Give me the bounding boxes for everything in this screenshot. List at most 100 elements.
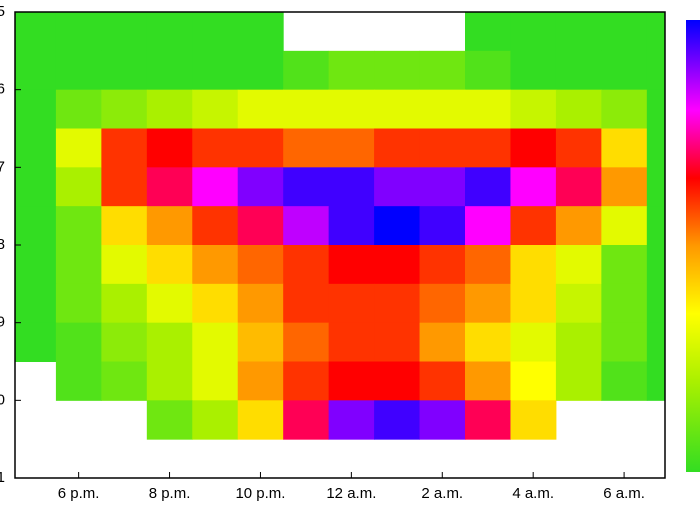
heat-cell — [237, 12, 284, 52]
heat-cell — [192, 89, 239, 129]
heat-cell — [237, 361, 284, 401]
heatmap — [15, 12, 665, 440]
heat-cell — [465, 206, 511, 246]
heat-cell — [465, 245, 511, 285]
heat-cell — [646, 167, 665, 207]
heat-cell — [328, 322, 375, 362]
heat-cell — [465, 322, 511, 362]
heat-cell — [601, 167, 648, 207]
heat-cell — [15, 245, 57, 285]
heat-cell — [510, 206, 557, 246]
heat-cell — [146, 206, 193, 246]
heat-cell — [555, 12, 602, 52]
heat-cell — [419, 283, 466, 324]
heat-cell — [374, 167, 421, 207]
heat-cell — [101, 283, 148, 324]
heat-cell — [192, 12, 239, 52]
heat-cell — [146, 89, 193, 129]
heat-cell — [419, 206, 466, 246]
y-tick-label: 8 — [0, 236, 5, 253]
heat-cell — [555, 361, 602, 401]
heat-cell — [601, 206, 648, 246]
heat-cell — [646, 128, 665, 168]
heat-cell — [601, 322, 648, 362]
heat-cell — [601, 128, 648, 168]
x-tick-label: 10 p.m. — [235, 485, 285, 502]
heat-cell — [146, 361, 193, 401]
heat-cell — [146, 322, 193, 362]
heat-cell — [15, 283, 57, 324]
heat-cell — [465, 361, 511, 401]
heat-cell — [646, 89, 665, 129]
heat-cell — [328, 245, 375, 285]
heat-cell — [283, 206, 330, 246]
heat-cell — [510, 361, 557, 401]
heat-cell — [283, 167, 330, 207]
heat-cell — [283, 400, 330, 440]
heat-cell — [601, 283, 648, 324]
heat-cell — [55, 89, 102, 129]
heat-cell — [283, 283, 330, 324]
heat-cell — [101, 50, 148, 91]
heat-cell — [646, 361, 665, 401]
heat-cell — [646, 50, 665, 91]
heat-cell — [55, 128, 102, 168]
heat-cell — [15, 322, 57, 362]
heat-cell — [328, 167, 375, 207]
heat-cell — [101, 206, 148, 246]
heat-cell — [555, 167, 602, 207]
heat-cell — [15, 206, 57, 246]
heat-cell — [328, 206, 375, 246]
heat-cell — [328, 128, 375, 168]
heat-cell — [237, 167, 284, 207]
heat-cell — [465, 89, 511, 129]
heat-cell — [419, 322, 466, 362]
heat-cell — [510, 400, 557, 440]
heat-cell — [374, 361, 421, 401]
heat-cell — [374, 283, 421, 324]
heat-cell — [192, 322, 239, 362]
colorbar — [686, 20, 700, 472]
heat-cell — [419, 245, 466, 285]
heat-cell — [192, 283, 239, 324]
heat-cell — [419, 128, 466, 168]
y-tick-label: 6 — [0, 81, 5, 98]
heat-cell — [328, 283, 375, 324]
heat-cell — [237, 206, 284, 246]
heat-cell — [101, 245, 148, 285]
heat-cell — [55, 283, 102, 324]
x-tick-label: 6 p.m. — [58, 485, 100, 502]
heat-cell — [465, 167, 511, 207]
heat-cell — [555, 206, 602, 246]
heat-cell — [555, 89, 602, 129]
heat-cell — [15, 50, 57, 91]
heat-cell — [283, 322, 330, 362]
heat-cell — [237, 322, 284, 362]
heat-cell — [555, 322, 602, 362]
heat-cell — [646, 322, 665, 362]
heat-cell — [101, 12, 148, 52]
heat-cell — [192, 206, 239, 246]
heat-cell — [465, 50, 511, 91]
heat-cell — [283, 128, 330, 168]
heat-cell — [374, 245, 421, 285]
heat-cell — [419, 89, 466, 129]
heat-cell — [15, 89, 57, 129]
heat-cell — [419, 50, 466, 91]
heat-cell — [146, 400, 193, 440]
heat-cell — [15, 167, 57, 207]
x-tick-label: 6 a.m. — [603, 485, 645, 502]
heat-cell — [101, 128, 148, 168]
heat-cell — [555, 50, 602, 91]
y-tick-label: 1 — [0, 469, 5, 486]
heat-cell — [328, 89, 375, 129]
heat-cell — [601, 245, 648, 285]
heat-cell — [419, 400, 466, 440]
heat-cell — [15, 128, 57, 168]
heat-cell — [374, 128, 421, 168]
heat-cell — [555, 283, 602, 324]
heat-cell — [55, 361, 102, 401]
heat-cell — [510, 245, 557, 285]
heat-cell — [101, 361, 148, 401]
heat-cell — [510, 89, 557, 129]
